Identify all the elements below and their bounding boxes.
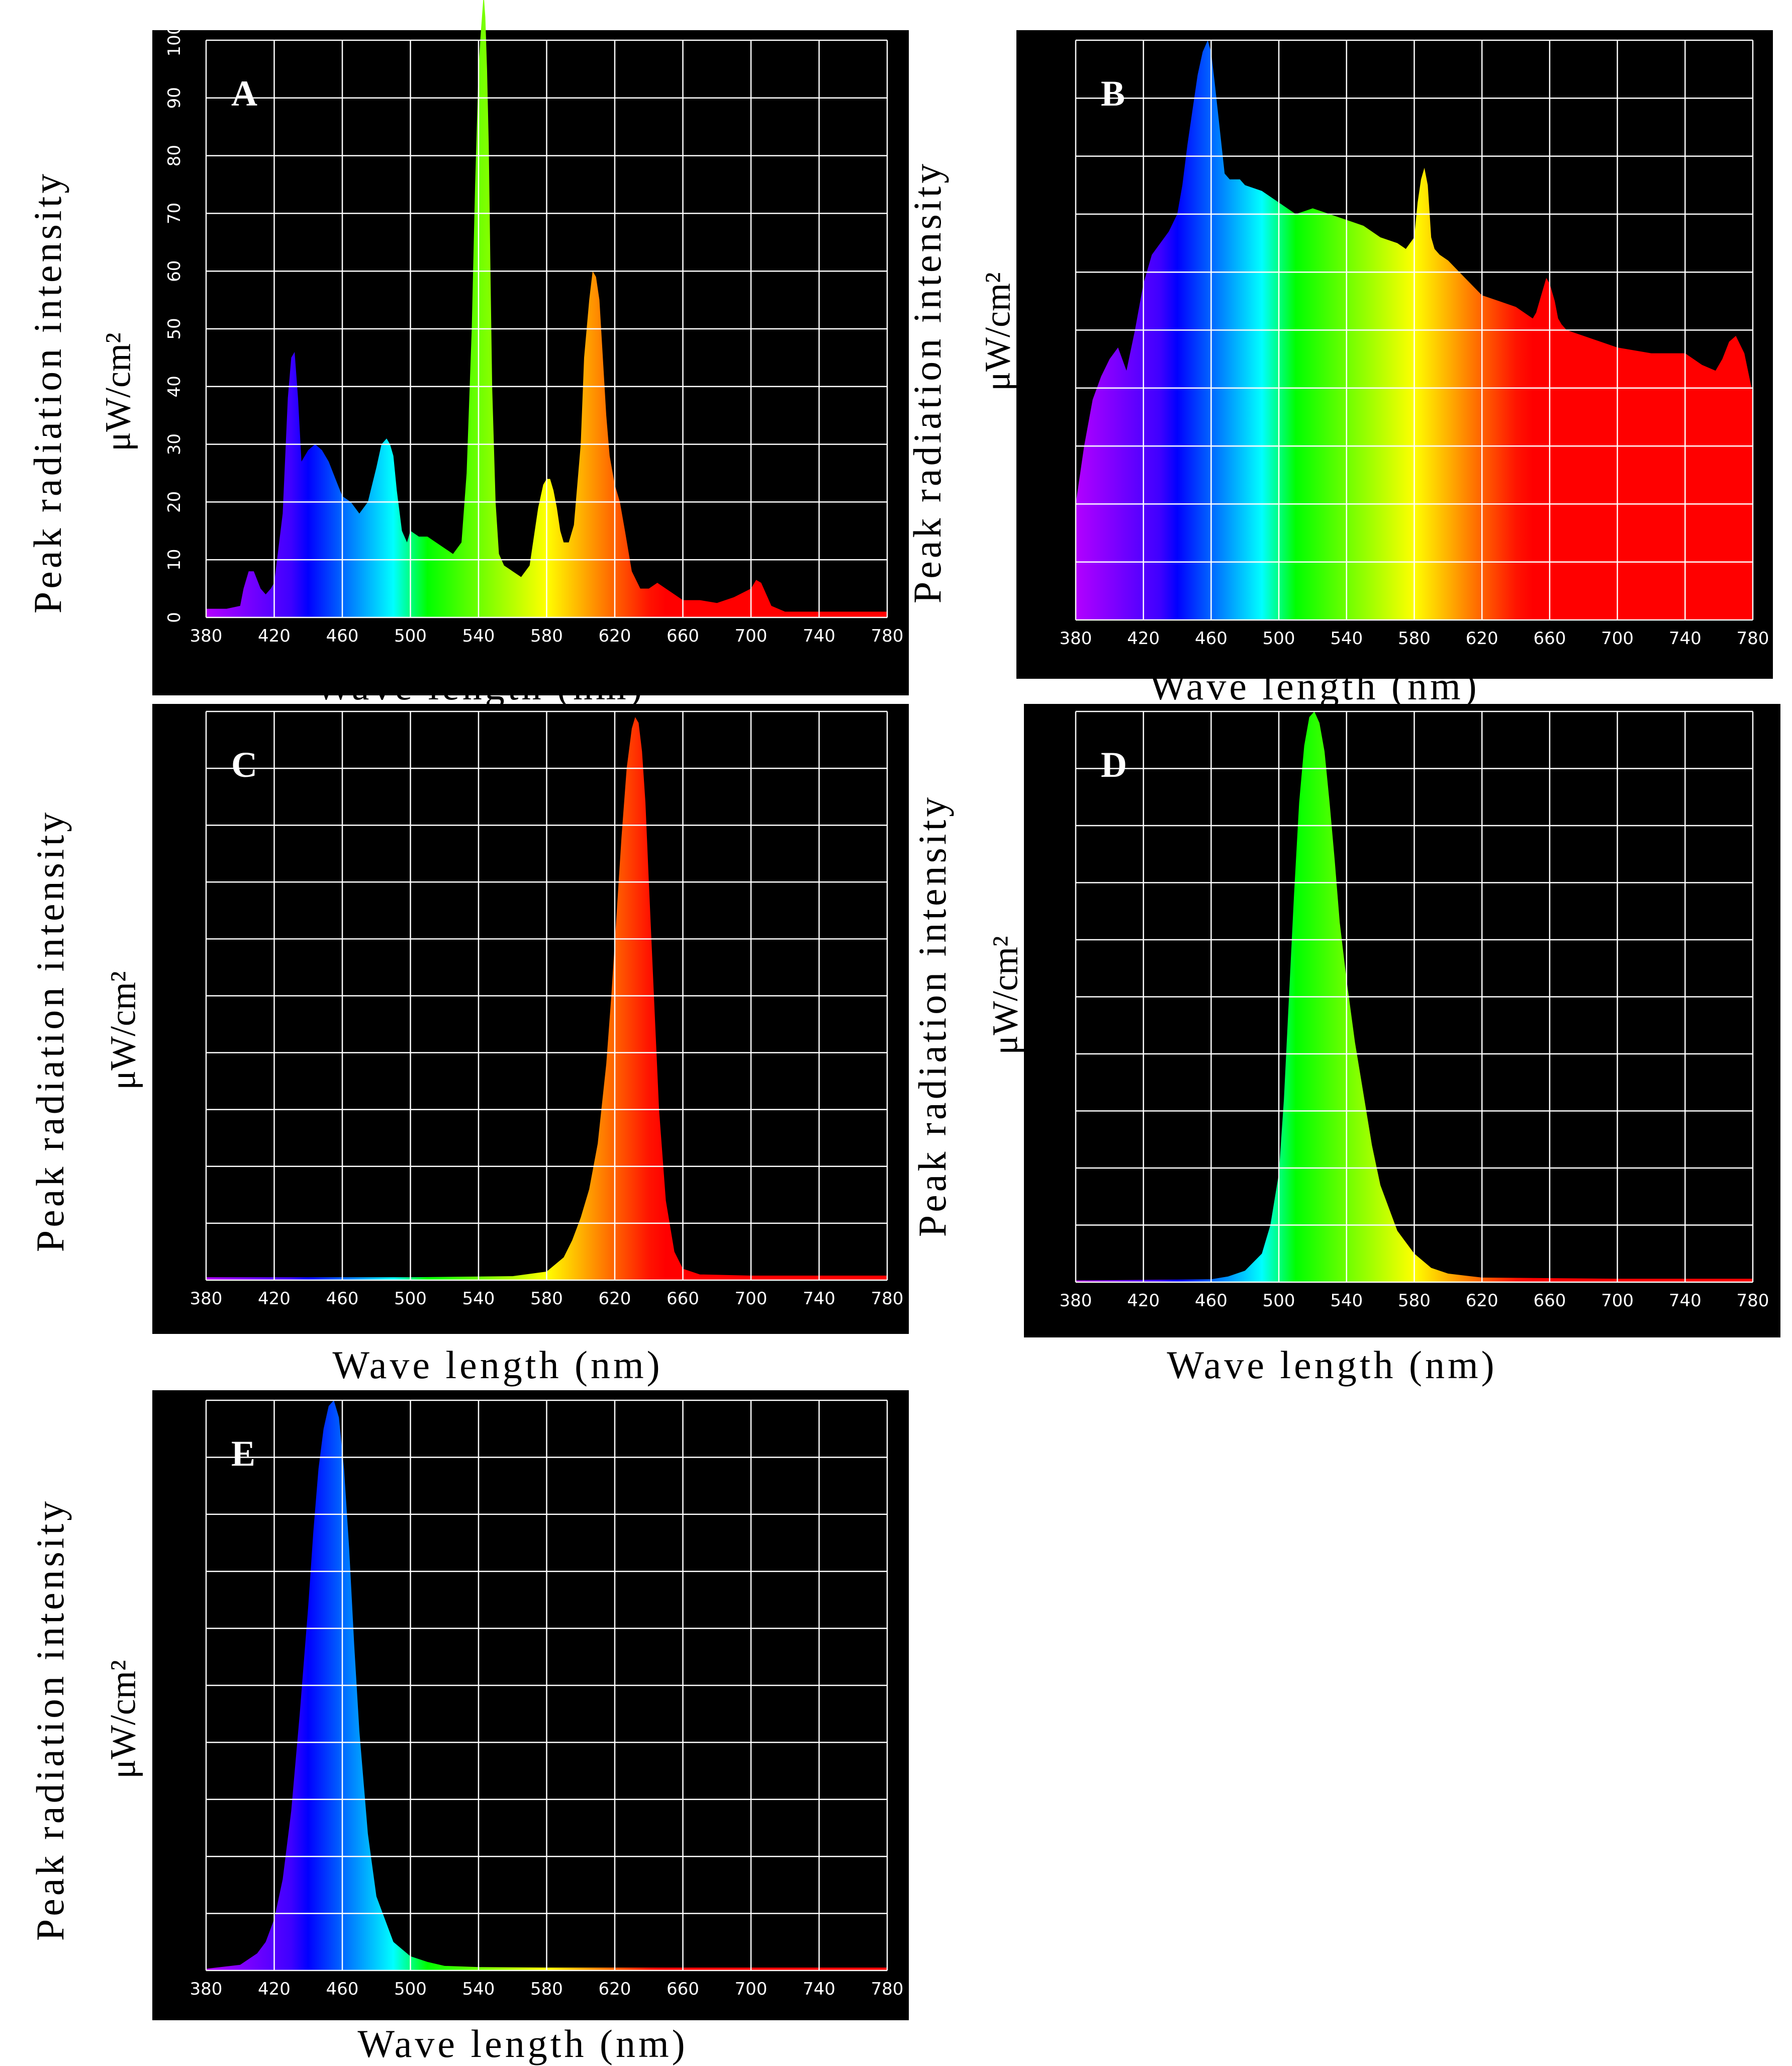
x-tick-label: 380 — [1060, 628, 1092, 649]
x-tick-label: 420 — [258, 1289, 291, 1309]
x-tick-label: 740 — [1669, 628, 1702, 649]
x-tick-label: 540 — [1330, 628, 1363, 649]
y-tick-label: 100 — [164, 24, 184, 57]
x-tick-label: 620 — [599, 1979, 631, 1999]
panel-a-ylabel-units: μW/cm² — [98, 332, 138, 452]
x-tick-label: 540 — [462, 1289, 495, 1309]
panel-c-chart: 380 420 460 500 540 580 620 660 700 740 780 C — [190, 710, 904, 1309]
x-tick-label: 740 — [803, 1979, 835, 1999]
x-tick-label: 420 — [258, 626, 291, 646]
x-tick-label: 700 — [1601, 628, 1634, 649]
x-tick-label: 740 — [1669, 1291, 1702, 1311]
x-tick-label: 580 — [530, 1289, 563, 1309]
x-tick-label: 700 — [735, 1289, 768, 1309]
y-tick-label: 0 — [164, 612, 184, 623]
panel-b-ylabel-units: μW/cm² — [977, 272, 1018, 391]
panel-a-ylabel: Peak radiation intensity — [26, 170, 69, 614]
x-tick-label: 660 — [667, 1979, 699, 1999]
x-tick-label: 380 — [190, 1979, 223, 1999]
panel-d-label: D — [1101, 745, 1127, 785]
y-tick-label: 10 — [164, 549, 184, 571]
x-tick-label: 580 — [530, 1979, 563, 1999]
panel-d-frame — [1024, 704, 1780, 1337]
panel-b-ylabel: Peak radiation intensity — [905, 160, 949, 604]
panel-c-frame — [152, 704, 909, 1334]
panel-e-xlabel: Wave length (nm) — [357, 2022, 688, 2065]
x-tick-label: 620 — [1466, 1291, 1498, 1311]
x-tick-label: 620 — [599, 626, 631, 646]
y-tick-label: 20 — [164, 491, 184, 513]
x-tick-label: 500 — [1263, 628, 1295, 649]
y-tick-label: 80 — [164, 145, 184, 166]
x-tick-label: 740 — [803, 1289, 835, 1309]
x-tick-label: 780 — [1737, 1291, 1769, 1311]
panel-b-label: B — [1101, 73, 1125, 114]
panel-e-ylabel: Peak radiation intensity — [28, 1498, 72, 1941]
panel-c-ylabel: Peak radiation intensity — [28, 809, 72, 1252]
x-tick-label: 460 — [326, 626, 359, 646]
panel-a-xlabel: Wave length (nm) — [315, 664, 645, 708]
x-tick-label: 540 — [1330, 1291, 1363, 1311]
panel-e-chart: 380 420 460 500 540 580 620 660 700 740 780 E — [190, 1399, 904, 1999]
x-tick-label: 780 — [871, 626, 904, 646]
x-tick-label: 580 — [530, 626, 563, 646]
x-tick-label: 500 — [1263, 1291, 1295, 1311]
y-tick-label: 90 — [164, 87, 184, 109]
x-tick-label: 380 — [1060, 1291, 1092, 1311]
y-tick-label: 60 — [164, 260, 184, 282]
panel-d-chart: 380 420 460 500 540 580 620 660 700 740 780 D — [1060, 710, 1769, 1311]
x-tick-label: 620 — [599, 1289, 631, 1309]
panel-c-xlabel: Wave length (nm) — [332, 1343, 663, 1387]
panel-c-ylabel-units: μW/cm² — [103, 971, 143, 1090]
y-tick-label: 40 — [164, 376, 184, 397]
x-tick-label: 660 — [1533, 1291, 1566, 1311]
panel-b-xlabel: Wave length (nm) — [1149, 664, 1480, 708]
x-tick-label: 580 — [1398, 1291, 1431, 1311]
panel-a-label: A — [231, 73, 257, 114]
panel-e-label: E — [231, 1433, 255, 1474]
x-tick-label: 780 — [871, 1979, 904, 1999]
panel-e-ylabel-units: μW/cm² — [103, 1660, 143, 1779]
x-tick-label: 580 — [1398, 628, 1431, 649]
panel-a-chart: 380 420 460 500 540 580 620 660 700 740 780 0 10 20 30… — [164, 0, 904, 646]
y-tick-label: 30 — [164, 433, 184, 455]
x-tick-label: 660 — [667, 626, 699, 646]
y-tick-label: 50 — [164, 318, 184, 339]
x-tick-label: 380 — [190, 626, 223, 646]
x-tick-label: 380 — [190, 1289, 223, 1309]
panel-d-ylabel: Peak radiation intensity — [910, 794, 954, 1237]
x-tick-label: 740 — [803, 626, 835, 646]
panel-c-label: C — [231, 745, 257, 785]
x-tick-label: 780 — [871, 1289, 904, 1309]
x-tick-label: 460 — [326, 1979, 359, 1999]
x-tick-label: 500 — [394, 626, 427, 646]
x-tick-label: 420 — [258, 1979, 291, 1999]
x-tick-label: 700 — [735, 1979, 768, 1999]
x-tick-label: 780 — [1737, 628, 1769, 649]
x-tick-label: 660 — [1533, 628, 1566, 649]
panel-b-chart: 380 420 460 500 540 580 620 660 700 740 780 B — [1060, 39, 1769, 649]
x-tick-label: 540 — [462, 1979, 495, 1999]
x-tick-label: 460 — [326, 1289, 359, 1309]
x-tick-label: 660 — [667, 1289, 699, 1309]
x-tick-label: 620 — [1466, 628, 1498, 649]
x-tick-label: 500 — [394, 1979, 427, 1999]
panel-d-ylabel-units: μW/cm² — [985, 936, 1025, 1055]
x-tick-label: 420 — [1127, 1291, 1160, 1311]
panel-d-xlabel: Wave length (nm) — [1167, 1343, 1497, 1387]
x-tick-label: 460 — [1195, 628, 1228, 649]
x-tick-label: 700 — [1601, 1291, 1634, 1311]
x-tick-label: 540 — [462, 626, 495, 646]
y-tick-label: 70 — [164, 203, 184, 224]
x-tick-label: 420 — [1127, 628, 1160, 649]
x-tick-label: 500 — [394, 1289, 427, 1309]
x-tick-label: 460 — [1195, 1291, 1228, 1311]
x-tick-label: 700 — [735, 626, 768, 646]
